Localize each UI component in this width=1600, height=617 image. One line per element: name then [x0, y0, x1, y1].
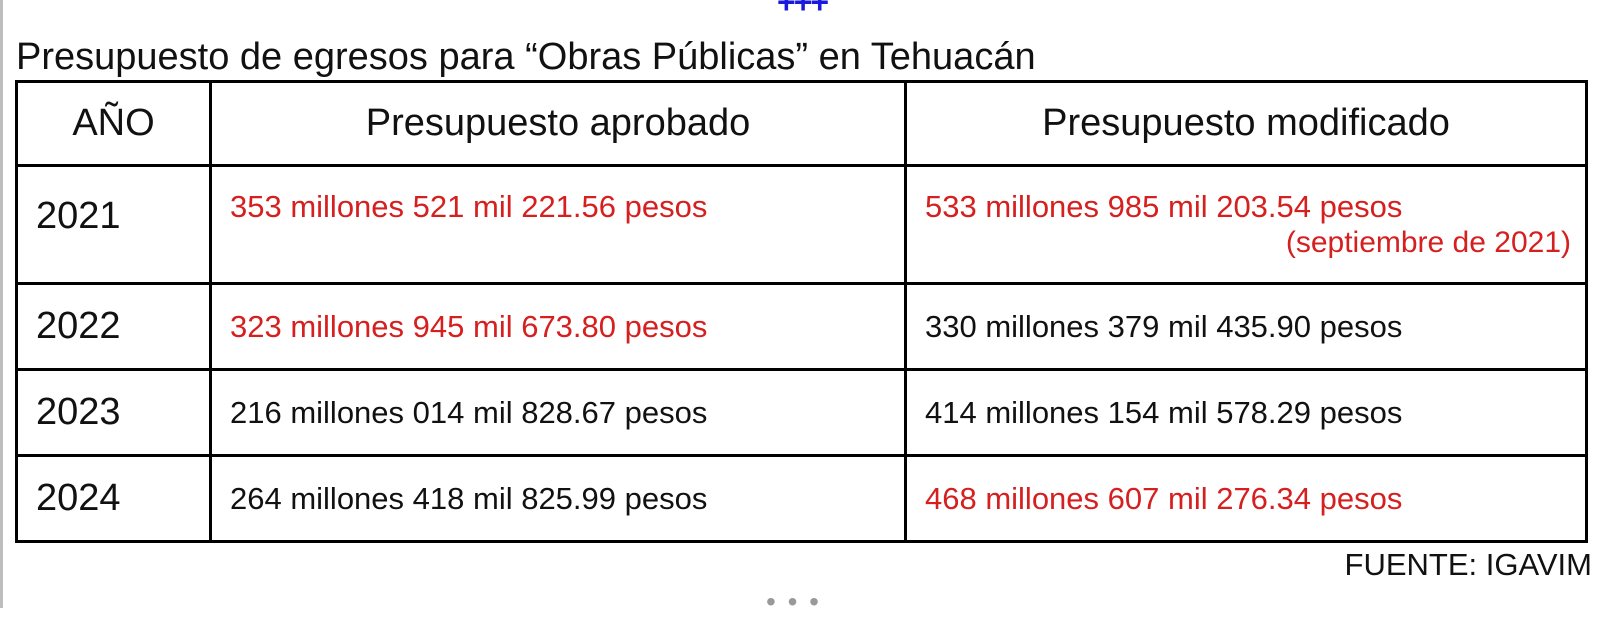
approved-amount: 353 millones 521 mil 221.56 pesos [230, 189, 708, 224]
approved-amount-cell: 264 millones 418 mil 825.99 pesos [209, 454, 907, 543]
source-credit: FUENTE: IGAVIM [1344, 547, 1592, 582]
year-cell: 2023 [15, 368, 212, 457]
modified-amount-cell: 533 millones 985 mil 203.54 pesos (septi… [904, 164, 1588, 285]
left-edge-rule [0, 0, 3, 608]
modified-amount-cell: 330 millones 379 mil 435.90 pesos [904, 282, 1588, 371]
table-row: 2022 323 millones 945 mil 673.80 pesos 3… [15, 282, 1588, 371]
modified-amount: 468 millones 607 mil 276.34 pesos [925, 480, 1403, 516]
year-cell: 2021 [15, 164, 212, 285]
approved-amount-cell: 216 millones 014 mil 828.67 pesos [209, 368, 907, 457]
bottom-separator-marker: • • • [766, 586, 821, 617]
table-header-row: AÑO Presupuesto aprobado Presupuesto mod… [15, 80, 1588, 167]
table-row: 2023 216 millones 014 mil 828.67 pesos 4… [15, 368, 1588, 457]
table-row: 2021 353 millones 521 mil 221.56 pesos 5… [15, 164, 1588, 285]
budget-table: AÑO Presupuesto aprobado Presupuesto mod… [15, 80, 1588, 543]
approved-amount-cell: 353 millones 521 mil 221.56 pesos [209, 164, 907, 285]
modified-amount-cell: 468 millones 607 mil 276.34 pesos [904, 454, 1588, 543]
header-approved-budget: Presupuesto aprobado [209, 80, 907, 167]
year-cell: 2022 [15, 282, 212, 371]
approved-amount: 323 millones 945 mil 673.80 pesos [230, 308, 708, 344]
modified-amount: 533 millones 985 mil 203.54 pesos [925, 189, 1403, 224]
modified-amount-cell: 414 millones 154 mil 578.29 pesos [904, 368, 1588, 457]
approved-amount: 264 millones 418 mil 825.99 pesos [230, 480, 708, 516]
header-modified-budget: Presupuesto modificado [904, 80, 1588, 167]
top-separator-marker: +++ [777, 0, 829, 20]
year-cell: 2024 [15, 454, 212, 543]
modified-amount: 414 millones 154 mil 578.29 pesos [925, 394, 1403, 430]
approved-amount-cell: 323 millones 945 mil 673.80 pesos [209, 282, 907, 371]
page-title: Presupuesto de egresos para “Obras Públi… [16, 36, 1036, 78]
table-row: 2024 264 millones 418 mil 825.99 pesos 4… [15, 454, 1588, 543]
approved-amount: 216 millones 014 mil 828.67 pesos [230, 394, 708, 430]
header-year: AÑO [15, 80, 212, 167]
modified-amount: 330 millones 379 mil 435.90 pesos [925, 308, 1403, 344]
modified-amount-note: (septiembre de 2021) [1285, 226, 1571, 259]
